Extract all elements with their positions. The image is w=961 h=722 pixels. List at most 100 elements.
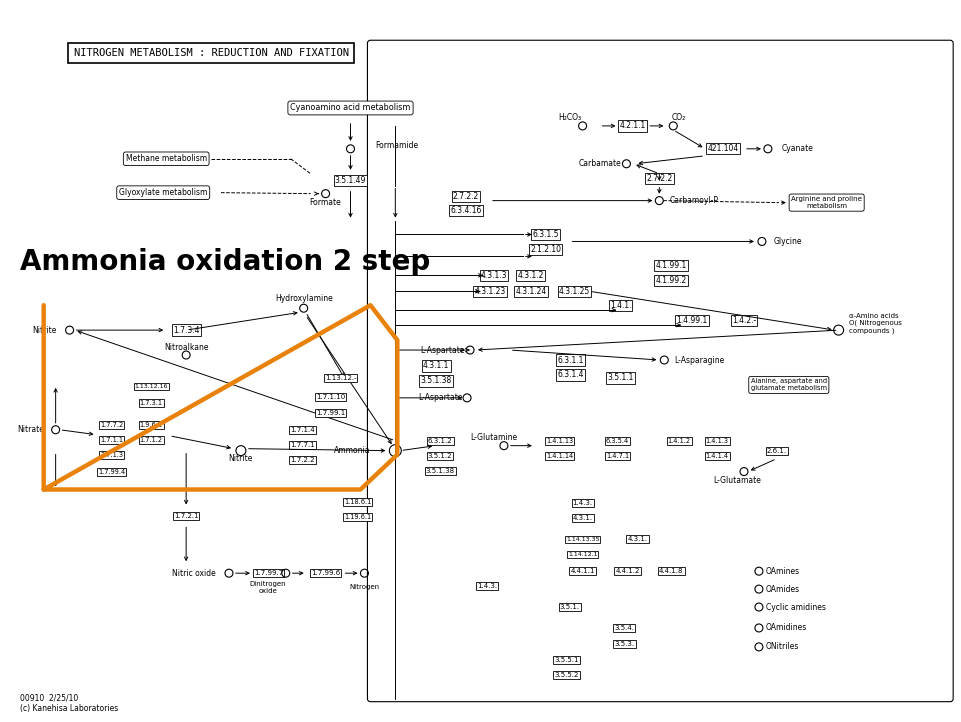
Text: Carbamoyl-P: Carbamoyl-P — [669, 196, 718, 205]
Text: 1.14.13.35: 1.14.13.35 — [565, 537, 599, 542]
Text: 4.3.1.: 4.3.1. — [627, 536, 647, 542]
Text: 4.3.1.2: 4.3.1.2 — [517, 271, 543, 280]
Text: 1.7.1.2: 1.7.1.2 — [139, 437, 162, 443]
Text: H₂CO₃: H₂CO₃ — [557, 113, 580, 123]
Text: 3.5.1.2: 3.5.1.2 — [428, 453, 452, 458]
Text: 1.4.1.14: 1.4.1.14 — [546, 453, 573, 458]
Text: 1.4.1.3: 1.4.1.3 — [704, 438, 727, 444]
Text: 1.14.12.1: 1.14.12.1 — [567, 552, 597, 557]
Text: 4.4.1.2: 4.4.1.2 — [615, 568, 639, 574]
Text: 1.7.1.4: 1.7.1.4 — [290, 427, 314, 432]
Text: Nitroalkane: Nitroalkane — [163, 342, 209, 352]
Text: CO₂: CO₂ — [672, 113, 685, 123]
Text: 3.5.1.49: 3.5.1.49 — [334, 176, 366, 186]
Text: Carbamate: Carbamate — [579, 160, 621, 168]
Text: 4.3.1.1: 4.3.1.1 — [423, 362, 449, 370]
Text: 2.6.1.: 2.6.1. — [766, 448, 786, 453]
Text: 1.7.7.2: 1.7.7.2 — [100, 422, 123, 427]
Text: 6.3.4.16: 6.3.4.16 — [450, 206, 481, 215]
Text: Alanine, aspartate and
glutamate metabolism: Alanine, aspartate and glutamate metabol… — [750, 378, 826, 391]
Text: 3.5.5.1: 3.5.5.1 — [554, 657, 579, 663]
Text: 1.4.1.13: 1.4.1.13 — [546, 438, 573, 444]
Text: 6.3.1.2: 6.3.1.2 — [428, 438, 452, 444]
Text: L-Glutamate: L-Glutamate — [712, 476, 760, 485]
Text: 4.4.1.1: 4.4.1.1 — [570, 568, 594, 574]
Text: Cyanate: Cyanate — [781, 144, 813, 153]
Text: OAmines: OAmines — [765, 567, 800, 575]
Text: 1.7.3.1: 1.7.3.1 — [139, 400, 162, 406]
Text: 4.2.1.1: 4.2.1.1 — [619, 121, 645, 131]
Text: 6.3.1.4: 6.3.1.4 — [556, 370, 583, 380]
Text: 1.7.1.3: 1.7.1.3 — [100, 452, 123, 458]
Text: 1.4.3.: 1.4.3. — [572, 500, 592, 506]
Text: L-Aspartate: L-Aspartate — [418, 393, 462, 402]
Text: 1.7.7.1: 1.7.7.1 — [290, 442, 315, 448]
Text: 1.7.1.1: 1.7.1.1 — [100, 437, 123, 443]
Text: 4.4.1.8: 4.4.1.8 — [658, 568, 683, 574]
Text: 1.4.2.-: 1.4.2.- — [731, 316, 755, 325]
Text: Dinitrogen
oxide: Dinitrogen oxide — [249, 580, 285, 593]
FancyBboxPatch shape — [367, 40, 952, 702]
Text: 1.13.12.-: 1.13.12.- — [325, 375, 356, 381]
Text: L-Asparagine: L-Asparagine — [674, 355, 724, 365]
Text: 1.9.6.1: 1.9.6.1 — [139, 422, 162, 427]
Text: 4.3.1.3: 4.3.1.3 — [480, 271, 506, 280]
Text: 4.1.99.1: 4.1.99.1 — [655, 261, 686, 270]
Text: ONitriles: ONitriles — [765, 643, 799, 651]
Text: 1.4.1.2: 1.4.1.2 — [667, 438, 690, 444]
Text: 4.3.1.25: 4.3.1.25 — [558, 287, 590, 296]
Text: Ammonia: Ammonia — [333, 446, 370, 455]
Text: Cyanoamino acid metabolism: Cyanoamino acid metabolism — [290, 103, 410, 113]
Text: NITROGEN METABOLISM : REDUCTION AND FIXATION: NITROGEN METABOLISM : REDUCTION AND FIXA… — [73, 48, 348, 58]
Text: 4.3.1.23: 4.3.1.23 — [474, 287, 505, 296]
Text: 3.5.1.38: 3.5.1.38 — [425, 468, 455, 474]
Text: Methane metabolism: Methane metabolism — [126, 155, 207, 163]
Text: 3.5.5.2: 3.5.5.2 — [554, 671, 579, 678]
Text: 00910  2/25/10
(c) Kanehisa Laboratories: 00910 2/25/10 (c) Kanehisa Laboratories — [20, 694, 118, 713]
Text: 2.7.2.2: 2.7.2.2 — [646, 174, 672, 183]
Text: 3.5.3.: 3.5.3. — [614, 641, 634, 647]
Text: OAmides: OAmides — [765, 585, 800, 593]
Text: 1.19.6.1: 1.19.6.1 — [343, 514, 371, 521]
Text: Arginine and proline
metabolism: Arginine and proline metabolism — [790, 196, 861, 209]
Text: 4.3.1.24: 4.3.1.24 — [515, 287, 546, 296]
Text: Hydroxylamine: Hydroxylamine — [275, 294, 333, 303]
Text: α-Amino acids
O( Nitrogenous
compounds ): α-Amino acids O( Nitrogenous compounds ) — [848, 313, 900, 334]
Text: 1.7.2.1: 1.7.2.1 — [174, 513, 198, 519]
Text: 1.4.99.1: 1.4.99.1 — [676, 316, 707, 325]
Text: 1.7.99.7: 1.7.99.7 — [254, 570, 283, 576]
Text: 3.5.4.: 3.5.4. — [614, 625, 634, 631]
Text: Glyoxylate metabolism: Glyoxylate metabolism — [119, 188, 208, 197]
Text: Glycine: Glycine — [773, 237, 801, 246]
Text: L-Aspartate: L-Aspartate — [420, 346, 464, 355]
Text: Nitrite: Nitrite — [229, 454, 253, 463]
Text: 4.1.99.2: 4.1.99.2 — [655, 276, 686, 284]
Text: Nitrogen: Nitrogen — [349, 584, 380, 590]
Text: Cyclic amidines: Cyclic amidines — [765, 603, 825, 612]
Text: 6.3.1.5: 6.3.1.5 — [532, 230, 558, 239]
Text: 2.7.2.2: 2.7.2.2 — [453, 192, 479, 201]
Text: 1.18.6.1: 1.18.6.1 — [343, 500, 371, 505]
Text: 1.7.99.1: 1.7.99.1 — [315, 410, 345, 416]
Text: 1.7.2.2: 1.7.2.2 — [290, 456, 314, 463]
Text: 6.3.5.4: 6.3.5.4 — [605, 438, 628, 444]
Text: 1.7.1.10: 1.7.1.10 — [315, 394, 345, 400]
Text: 1.13.12.16: 1.13.12.16 — [135, 384, 168, 389]
Text: 1.7.99.6: 1.7.99.6 — [310, 570, 340, 576]
Text: Formate: Formate — [309, 198, 341, 207]
Text: 6.3.1.1: 6.3.1.1 — [556, 355, 583, 365]
Text: 4.3.1.: 4.3.1. — [572, 516, 592, 521]
Text: OAmidines: OAmidines — [765, 624, 806, 632]
Text: Nitric oxide: Nitric oxide — [172, 569, 216, 578]
Text: Nitrite: Nitrite — [33, 326, 57, 334]
Text: Nitrate: Nitrate — [16, 425, 43, 434]
Text: 1.4.7.1: 1.4.7.1 — [605, 453, 628, 458]
Text: Ammonia oxidation 2 step: Ammonia oxidation 2 step — [20, 248, 430, 277]
Text: Formamide: Formamide — [375, 142, 418, 150]
Text: 2.1.2.10: 2.1.2.10 — [530, 245, 560, 254]
Text: 1.4.1.: 1.4.1. — [609, 301, 630, 310]
Text: 421.104: 421.104 — [706, 144, 738, 153]
Text: L-Glutamine: L-Glutamine — [470, 433, 517, 442]
Text: 1.4.3.: 1.4.3. — [477, 583, 497, 589]
Text: 1.7.3.4: 1.7.3.4 — [173, 326, 199, 334]
